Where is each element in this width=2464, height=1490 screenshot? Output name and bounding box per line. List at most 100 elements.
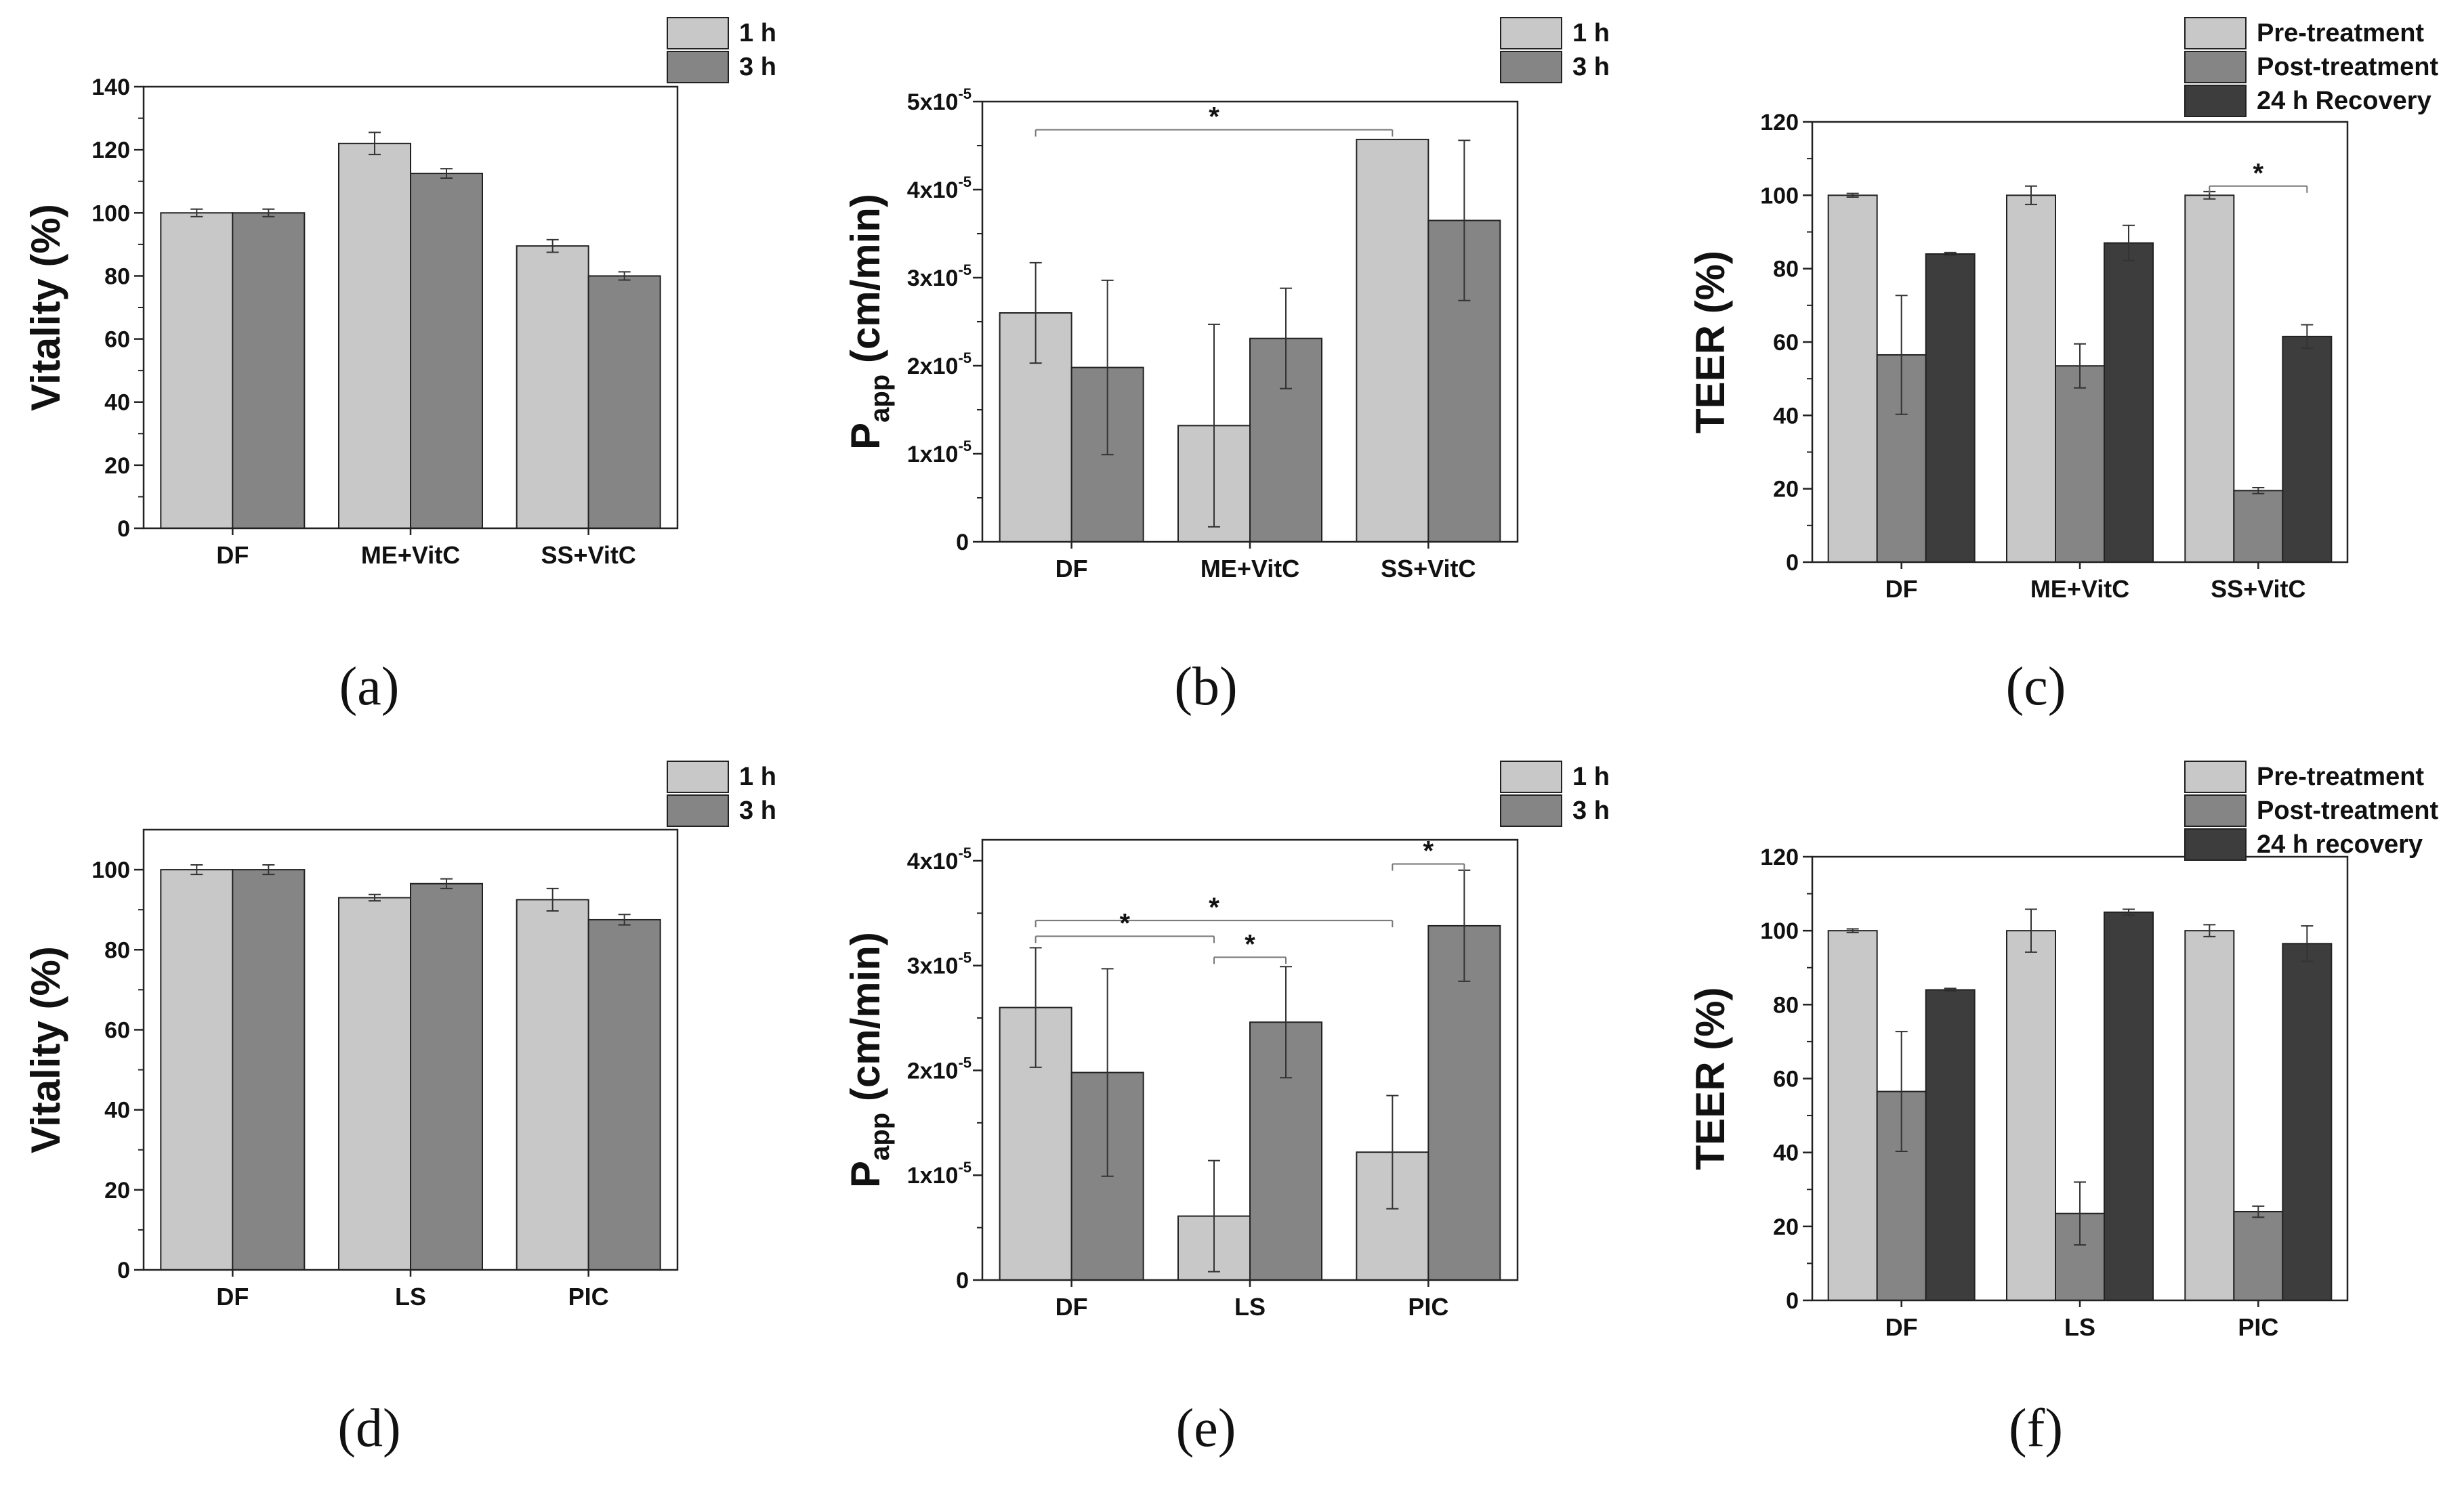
y-tick-label-c: 80 — [1773, 257, 1799, 282]
legend-item-b-1: 3 h — [1500, 51, 1610, 83]
y-tick-label-b: 3x10-5 — [907, 261, 972, 291]
legend-item-c-1: Post-treatment — [2184, 51, 2438, 83]
bar-c-pre-treatment-ss+vitc — [2184, 194, 2235, 563]
error-bar-f-2-0 — [1944, 987, 1957, 992]
legend-swatch — [1500, 761, 1562, 793]
error-bar-c-1-0 — [1895, 295, 1908, 415]
error-bar-e-1-0 — [1101, 968, 1114, 1177]
bar-a-1-h-me+vitc — [338, 142, 411, 530]
error-bar-f-0-2 — [2203, 924, 2216, 937]
error-bar-c-1-1 — [2074, 343, 2086, 389]
y-tick-label-f: 20 — [1773, 1214, 1799, 1240]
legend-label: 1 h — [739, 763, 776, 791]
y-tick-label-f: 40 — [1773, 1141, 1799, 1166]
x-tick-label-c-ss+vitc: SS+VitC — [2211, 575, 2305, 603]
error-bar-b-0-1 — [1208, 323, 1220, 528]
y-tick-label-d: 0 — [117, 1258, 130, 1283]
panel-label-b: (b) — [1174, 657, 1237, 717]
x-tick-label-a-me+vitc: ME+VitC — [361, 541, 460, 569]
error-bar-a-1-1 — [440, 168, 453, 179]
legend-item-c-2: 24 h Recovery — [2184, 85, 2431, 117]
legend-swatch — [2184, 17, 2247, 49]
bar-e-3-h-pic — [1427, 924, 1501, 1281]
y-axis-label-d: Vitality (%) — [23, 946, 68, 1153]
error-bar-a-1-2 — [618, 271, 631, 281]
y-tick-label-c: 120 — [1760, 110, 1799, 135]
panel-label-d: (d) — [337, 1399, 400, 1458]
bar-d-1-h-pic — [516, 899, 589, 1271]
bar-d-3-h-pic — [587, 918, 661, 1271]
error-bar-c-0-1 — [2025, 185, 2037, 205]
legend-label: 24 h Recovery — [2257, 87, 2431, 115]
error-bar-a-1-0 — [262, 208, 275, 217]
error-bar-d-1-2 — [618, 914, 631, 926]
legend-item-f-0: Pre-treatment — [2184, 761, 2424, 793]
y-tick-label-a: 20 — [104, 453, 130, 479]
x-tick-label-f-df: DF — [1885, 1313, 1918, 1341]
error-bar-d-1-1 — [440, 878, 453, 889]
bar-c-pre-treatment-me+vitc — [2006, 194, 2056, 563]
bar-c-pre-treatment-df — [1827, 194, 1878, 563]
error-bar-b-1-2 — [1458, 140, 1471, 301]
legend-item-b-0: 1 h — [1500, 17, 1610, 49]
y-tick-label-e: 4x10-5 — [907, 845, 972, 874]
y-axis-label-a: Vitality (%) — [23, 204, 68, 411]
y-tick-label-f: 0 — [1786, 1288, 1799, 1314]
legend-swatch — [2184, 761, 2247, 793]
error-bar-f-2-2 — [2301, 925, 2314, 962]
legend-label: 1 h — [1572, 19, 1610, 47]
legend-swatch — [2184, 51, 2247, 83]
legend-item-a-1: 3 h — [667, 51, 776, 83]
error-bar-f-1-1 — [2074, 1181, 2086, 1246]
bar-f-pre-treatment-ls — [2006, 930, 2056, 1301]
x-tick-label-e-df: DF — [1056, 1293, 1088, 1321]
bar-a-1-h-ss+vitc — [516, 245, 589, 529]
y-axis-label-f: TEER (%) — [1688, 987, 1733, 1170]
y-tick-label-a: 60 — [104, 327, 130, 353]
legend-swatch — [1500, 17, 1562, 49]
y-tick-label-b: 1x10-5 — [907, 438, 972, 467]
y-tick-label-b: 0 — [956, 530, 969, 555]
x-tick-label-a-df: DF — [216, 541, 249, 569]
bar-c-24-h-recovery-ss+vitc — [2282, 335, 2333, 563]
bar-a-3-h-df — [232, 212, 306, 529]
legend-item-e-1: 3 h — [1500, 794, 1610, 827]
significance-bracket-b-0: * — [1035, 102, 1394, 137]
y-tick-label-c: 40 — [1773, 403, 1799, 429]
y-tick-label-d: 20 — [104, 1178, 130, 1204]
bar-c-post-treatment-ss+vitc — [2233, 490, 2284, 563]
y-tick-label-f: 60 — [1773, 1067, 1799, 1092]
legend-item-f-1: Post-treatment — [2184, 794, 2438, 827]
panel-label-e: (e) — [1176, 1399, 1236, 1458]
y-tick-label-e: 0 — [956, 1268, 969, 1294]
bar-f-24-h-recovery-pic — [2282, 943, 2333, 1302]
bar-d-1-h-ls — [338, 897, 411, 1271]
y-tick-label-a: 120 — [91, 137, 130, 163]
error-bar-a-0-1 — [369, 131, 381, 156]
bar-f-pre-treatment-df — [1827, 930, 1878, 1301]
chart-panel-f: 0 20 40 60 80 100 120 DF LS PIC TEER (%) Pre-treatm… — [1688, 761, 2438, 1458]
legend-swatch — [2184, 828, 2247, 861]
y-tick-label-b: 5x10-5 — [907, 85, 972, 115]
error-bar-b-0-0 — [1029, 261, 1042, 364]
panel-label-c: (c) — [2006, 657, 2066, 717]
legend-label: Post-treatment — [2257, 53, 2438, 81]
error-bar-c-2-2 — [2301, 324, 2314, 349]
legend-label: 24 h recovery — [2257, 830, 2423, 859]
legend-swatch — [667, 51, 729, 83]
legend-label: 3 h — [1572, 53, 1610, 81]
error-bar-b-1-0 — [1101, 279, 1114, 456]
error-bar-f-0-0 — [1846, 928, 1859, 933]
significance-bracket-e-1: * — [1035, 908, 1215, 943]
x-tick-label-e-pic: PIC — [1408, 1293, 1448, 1321]
error-bar-e-0-1 — [1208, 1159, 1220, 1273]
error-bar-f-2-1 — [2123, 908, 2135, 916]
y-tick-label-a: 40 — [104, 390, 130, 416]
error-bar-c-0-0 — [1846, 192, 1859, 198]
bar-c-24-h-recovery-df — [1925, 253, 1976, 563]
legend-label: 1 h — [739, 19, 776, 47]
y-tick-label-a: 140 — [91, 74, 130, 100]
x-tick-label-b-ss+vitc: SS+VitC — [1381, 555, 1476, 582]
chart-panel-c: 0 20 40 60 80 100 120 DF ME+VitC SS+VitC TEER (%) P… — [1688, 17, 2438, 717]
